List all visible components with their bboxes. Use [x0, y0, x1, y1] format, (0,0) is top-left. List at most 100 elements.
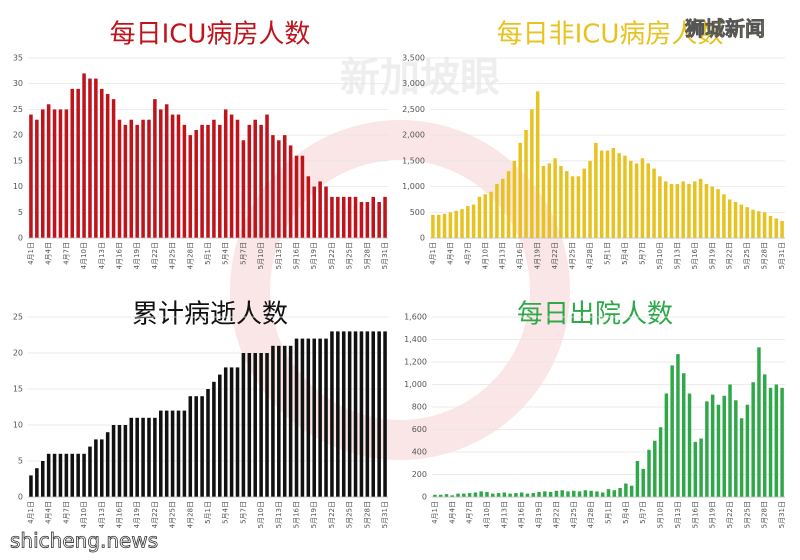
- bar: [347, 331, 352, 497]
- bar: [82, 73, 86, 238]
- bar: [318, 181, 322, 238]
- x-tick-label: 5月13日: [673, 242, 681, 269]
- bar: [288, 345, 293, 497]
- bar: [324, 338, 328, 497]
- bar: [653, 440, 657, 497]
- x-tick-label: 5月22日: [328, 242, 336, 269]
- bar: [733, 202, 738, 238]
- watermark-logo: [230, 120, 570, 460]
- x-tick-label: 5月25日: [743, 501, 751, 528]
- bar: [763, 374, 767, 497]
- bar: [247, 124, 252, 238]
- x-tick-label: 5月31日: [381, 242, 389, 269]
- bar: [618, 488, 622, 497]
- bar: [135, 417, 139, 497]
- x-tick-label: 4月1日: [429, 242, 437, 265]
- y-tick-label: 30: [13, 79, 23, 88]
- bar: [265, 353, 269, 497]
- bar: [40, 109, 45, 238]
- x-tick-label: 4月7日: [466, 501, 474, 524]
- x-tick-label: 5月19日: [310, 242, 318, 269]
- bar: [454, 210, 458, 238]
- y-tick-label: 10: [13, 421, 23, 430]
- x-tick-label: 4月19日: [133, 242, 141, 269]
- x-tick-label: 5月22日: [726, 242, 734, 269]
- bar: [330, 331, 334, 497]
- bar: [300, 155, 305, 238]
- bar: [599, 150, 604, 238]
- bar: [553, 158, 557, 238]
- bar: [629, 160, 633, 238]
- bar: [693, 181, 697, 238]
- bar: [687, 393, 692, 497]
- bar: [519, 492, 524, 497]
- x-tick-label: 4月4日: [446, 242, 454, 265]
- bar: [739, 204, 744, 238]
- bar: [572, 490, 576, 497]
- y-tick-label: 5: [18, 208, 23, 217]
- bar: [377, 202, 381, 238]
- bar: [641, 468, 645, 497]
- x-tick-label: 5月16日: [691, 501, 699, 528]
- bar: [444, 494, 449, 497]
- bar: [554, 490, 559, 497]
- bar: [728, 384, 732, 497]
- bar: [716, 404, 721, 497]
- bar: [88, 78, 92, 238]
- bar: [462, 493, 466, 497]
- x-tick-label: 4月25日: [169, 242, 177, 269]
- bar: [485, 491, 489, 497]
- bar: [123, 124, 128, 238]
- bar: [438, 494, 443, 497]
- x-tick-label: 5月31日: [381, 501, 389, 528]
- x-tick-label: 5月22日: [328, 501, 336, 528]
- y-tick-label: 1,400: [404, 335, 427, 344]
- bar: [473, 492, 478, 497]
- bar: [734, 400, 738, 497]
- bar: [722, 194, 726, 238]
- x-tick-label: 4月28日: [186, 242, 194, 269]
- x-tick-label: 5月28日: [761, 501, 769, 528]
- y-tick-label: 800: [412, 403, 427, 412]
- x-tick-label: 4月16日: [115, 242, 123, 269]
- bar: [535, 91, 540, 238]
- bar: [762, 212, 767, 238]
- bar: [371, 331, 376, 497]
- bar: [698, 178, 703, 238]
- bar: [780, 387, 784, 497]
- bar: [431, 214, 435, 238]
- bar: [111, 425, 116, 497]
- chart: 累计病逝人数 0 5 10 15 20 25 4月1日 4月4日 4月7日 4月10日 4月13日 4月…: [13, 300, 389, 529]
- bar: [751, 382, 755, 497]
- bar: [670, 365, 674, 497]
- x-tick-label: 4月16日: [516, 242, 524, 269]
- bar: [514, 493, 518, 497]
- bar: [288, 145, 293, 238]
- x-tick-label: 4月16日: [518, 501, 526, 528]
- bar: [466, 206, 470, 238]
- bar: [757, 347, 761, 497]
- bar: [259, 124, 263, 238]
- bar: [768, 387, 773, 497]
- bar: [200, 396, 204, 497]
- bar: [436, 214, 441, 238]
- bar: [467, 493, 472, 497]
- bar: [46, 453, 51, 497]
- bar: [76, 88, 80, 238]
- bar: [241, 353, 246, 497]
- y-tick-label: 2,000: [402, 131, 425, 140]
- x-tick-label: 5月7日: [639, 501, 647, 524]
- bar: [247, 353, 252, 497]
- bar: [727, 199, 732, 238]
- y-tick-label: 1,500: [402, 156, 425, 165]
- x-tick-label: 5月28日: [363, 501, 371, 528]
- y-tick-label: 2,500: [402, 105, 425, 114]
- y-tick-label: 200: [412, 470, 427, 479]
- bar: [739, 418, 744, 497]
- bar: [206, 389, 210, 497]
- bar: [164, 410, 169, 497]
- bar: [525, 493, 530, 497]
- bar: [704, 184, 709, 238]
- bar: [170, 410, 175, 497]
- x-tick-label: 4月22日: [151, 242, 159, 269]
